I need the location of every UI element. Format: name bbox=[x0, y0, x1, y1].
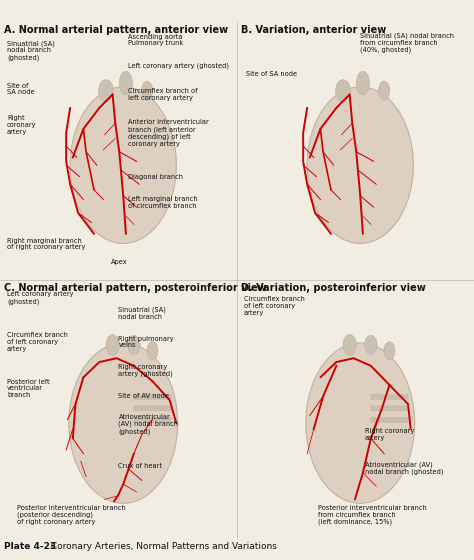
Ellipse shape bbox=[69, 343, 178, 503]
Text: D. Variation, posteroinferior view: D. Variation, posteroinferior view bbox=[241, 283, 426, 293]
Text: A. Normal arterial pattern, anterior view: A. Normal arterial pattern, anterior vie… bbox=[4, 25, 228, 35]
Text: Anterior interventricular
branch (left anterior
descending) of left
coronary art: Anterior interventricular branch (left a… bbox=[128, 119, 209, 147]
FancyBboxPatch shape bbox=[371, 394, 408, 399]
Text: Circumflex branch
of left coronary
artery: Circumflex branch of left coronary arter… bbox=[7, 332, 68, 352]
FancyBboxPatch shape bbox=[371, 406, 408, 410]
FancyBboxPatch shape bbox=[134, 417, 171, 422]
Text: Posterior interventricular branch
from circumflex branch
(left dominance, 15%): Posterior interventricular branch from c… bbox=[318, 505, 426, 525]
Text: Right coronary
artery (ghosted): Right coronary artery (ghosted) bbox=[118, 363, 173, 377]
Text: Left coronary artery (ghosted): Left coronary artery (ghosted) bbox=[128, 63, 229, 69]
Ellipse shape bbox=[336, 80, 350, 101]
Text: Site of SA node: Site of SA node bbox=[246, 71, 298, 77]
Text: Circumflex branch
of left coronary
artery: Circumflex branch of left coronary arter… bbox=[244, 296, 305, 315]
Ellipse shape bbox=[384, 342, 395, 360]
Text: Right pulmonary
veins: Right pulmonary veins bbox=[118, 335, 174, 348]
Text: Sinuatrial (SA)
nodal branch
(ghosted): Sinuatrial (SA) nodal branch (ghosted) bbox=[7, 40, 55, 60]
FancyBboxPatch shape bbox=[134, 394, 171, 399]
Text: Right
coronary
artery: Right coronary artery bbox=[7, 115, 36, 135]
Ellipse shape bbox=[142, 81, 153, 100]
Bar bbox=[0, 22, 237, 280]
Text: Atrioventricular (AV)
nodal branch (ghosted): Atrioventricular (AV) nodal branch (ghos… bbox=[365, 461, 444, 475]
Text: Posterior interventricular branch
(posterior descending)
of right coronary arter: Posterior interventricular branch (poste… bbox=[17, 505, 125, 525]
Bar bbox=[0, 280, 237, 538]
FancyBboxPatch shape bbox=[371, 417, 408, 422]
Text: B. Variation, anterior view: B. Variation, anterior view bbox=[241, 25, 386, 35]
Text: Site of
SA node: Site of SA node bbox=[7, 83, 35, 95]
Ellipse shape bbox=[343, 335, 356, 355]
Text: Diagonal branch: Diagonal branch bbox=[128, 174, 183, 180]
Text: Plate 4-23: Plate 4-23 bbox=[4, 542, 56, 551]
Text: Sinuatrial (SA)
nodal branch: Sinuatrial (SA) nodal branch bbox=[118, 307, 166, 320]
Bar bbox=[237, 22, 474, 280]
Ellipse shape bbox=[128, 335, 140, 354]
Ellipse shape bbox=[119, 71, 132, 95]
Text: Coronary Arteries, Normal Patterns and Variations: Coronary Arteries, Normal Patterns and V… bbox=[48, 542, 277, 551]
Text: Sinuatrial (SA) nodal branch
from circumflex branch
(40%, ghosted): Sinuatrial (SA) nodal branch from circum… bbox=[360, 32, 454, 53]
Text: Ascending aorta
Pulmonary trunk: Ascending aorta Pulmonary trunk bbox=[128, 34, 183, 46]
Text: Atrioventricular
(AV) nodal branch
(ghosted): Atrioventricular (AV) nodal branch (ghos… bbox=[118, 414, 179, 435]
FancyBboxPatch shape bbox=[134, 406, 171, 410]
Ellipse shape bbox=[307, 87, 413, 244]
Ellipse shape bbox=[306, 343, 415, 503]
Ellipse shape bbox=[106, 335, 119, 355]
Text: Site of AV node: Site of AV node bbox=[118, 393, 170, 399]
Ellipse shape bbox=[99, 80, 113, 101]
Ellipse shape bbox=[356, 71, 369, 95]
Text: Circumflex branch of
left coronary artery: Circumflex branch of left coronary arter… bbox=[128, 88, 198, 101]
Ellipse shape bbox=[379, 81, 390, 100]
Text: Crux of heart: Crux of heart bbox=[118, 463, 163, 469]
Ellipse shape bbox=[147, 342, 158, 360]
Ellipse shape bbox=[70, 87, 176, 244]
Text: C. Normal arterial pattern, posteroinferior view: C. Normal arterial pattern, posteroinfer… bbox=[4, 283, 266, 293]
Ellipse shape bbox=[365, 335, 377, 354]
Text: Left marginal branch
of circumflex branch: Left marginal branch of circumflex branc… bbox=[128, 196, 198, 209]
Text: Posterior left
ventricular
branch: Posterior left ventricular branch bbox=[7, 379, 50, 398]
Text: Left coronary artery
(ghosted): Left coronary artery (ghosted) bbox=[7, 291, 73, 305]
Text: Right marginal branch
of right coronary artery: Right marginal branch of right coronary … bbox=[7, 237, 85, 250]
Bar bbox=[237, 280, 474, 538]
Text: Apex: Apex bbox=[111, 259, 128, 265]
Text: Right coronary
artery: Right coronary artery bbox=[365, 428, 414, 441]
